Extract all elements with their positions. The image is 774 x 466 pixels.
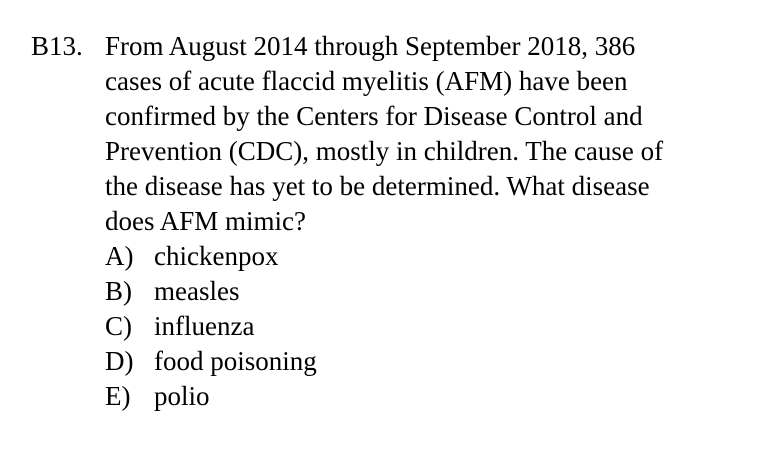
choice-e: E) polio <box>105 379 317 414</box>
choice-text: chickenpox <box>154 241 279 271</box>
choice-letter: A) <box>105 241 134 271</box>
question-line: Prevention (CDC), mostly in children. Th… <box>105 136 664 166</box>
question-text: From August 2014 through September 2018,… <box>105 29 760 239</box>
question-line: does AFM mimic? <box>105 206 306 236</box>
choice-letter: B) <box>105 276 132 306</box>
question-line: From August 2014 through September 2018,… <box>105 31 636 61</box>
choice-text: measles <box>154 276 240 306</box>
answer-choices: A) chickenpox B) measles C) influenza D) foo… <box>105 239 317 414</box>
choice-text: influenza <box>154 311 255 341</box>
choice-letter: D) <box>105 346 134 376</box>
question-number: B13. <box>31 31 83 61</box>
choice-letter: E) <box>105 381 131 411</box>
question-line: confirmed by the Centers for Disease Con… <box>105 101 643 131</box>
choice-d: D) food poisoning <box>105 344 317 379</box>
choice-b: B) measles <box>105 274 317 309</box>
choice-text: polio <box>154 381 210 411</box>
choice-text: food poisoning <box>154 346 317 376</box>
question-line: the disease has yet to be determined. Wh… <box>105 171 650 201</box>
question-line: cases of acute flaccid myelitis (AFM) ha… <box>105 66 628 96</box>
choice-letter: C) <box>105 311 132 341</box>
choice-c: C) influenza <box>105 309 317 344</box>
choice-a: A) chickenpox <box>105 239 317 274</box>
